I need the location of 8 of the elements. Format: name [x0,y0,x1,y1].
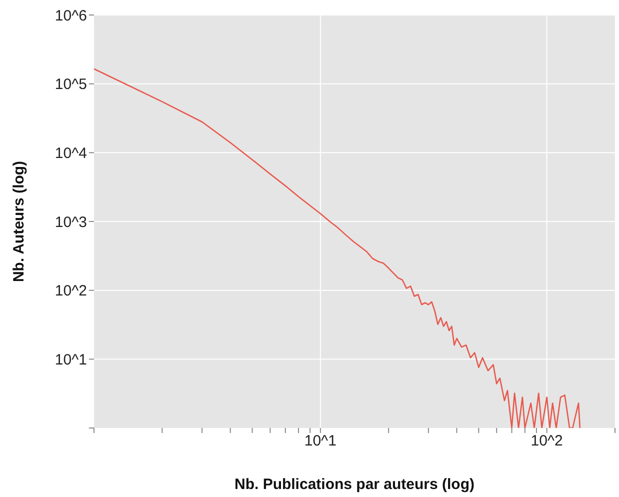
y-tick-label: 10^2 [54,282,87,300]
y-tick-label: 10^6 [54,7,87,24]
y-tick-label: 10^3 [54,214,87,231]
x-axis-title: Nb. Publications par auteurs (log) [234,476,475,493]
y-tick-label: 10^4 [54,144,87,162]
y-axis-title: Nb. Auteurs (log) [10,160,28,282]
y-tick-label: 10^1 [54,351,87,368]
y-tick-label: 10^5 [54,76,87,94]
